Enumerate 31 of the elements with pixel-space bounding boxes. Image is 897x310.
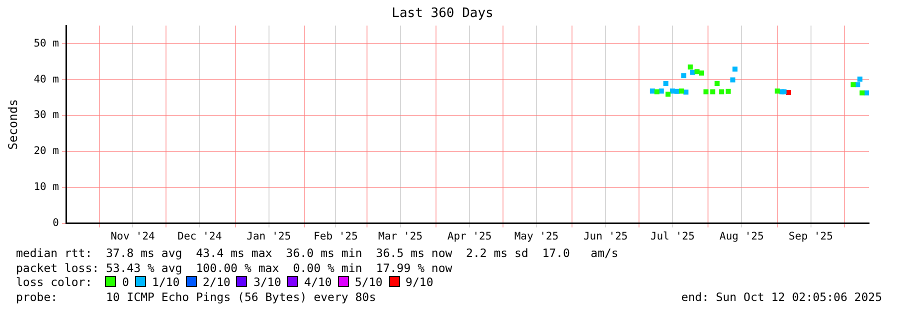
y-tick-label: 20 m (34, 145, 59, 158)
legend-label: 3/10 (253, 275, 282, 289)
x-tick-label: Jun '25 (583, 230, 628, 242)
text: end: Sun Oct 12 02:05:06 2025 (681, 290, 882, 304)
y-tick-label: 50 m (34, 37, 59, 50)
legend-label: 2/10 (202, 275, 230, 289)
y-tick-label: 30 m (34, 109, 59, 122)
x-tick-label: Feb '25 (314, 230, 358, 242)
text: median rtt: 37.8 ms avg 43.4 ms max 36.0 ms min 36.5 ms now 2.2 ms sd 17.0 am/s (16, 246, 618, 260)
legend-label: 9/10 (406, 275, 434, 289)
y-tick-label: 40 m (34, 73, 59, 86)
x-tick-label: Jan '25 (246, 230, 291, 242)
x-tick-label: Jul '25 (650, 230, 695, 242)
x-tick-label: Apr '25 (447, 230, 492, 242)
legend-label: 5/10 (354, 275, 383, 289)
text: packet loss: 53.43 % avg 100.00 % max 0.00 % min 17.99 % now (16, 260, 452, 275)
x-tick-label: Sep '25 (788, 230, 833, 242)
legend-label: 1/10 (152, 275, 180, 289)
text: probe: 10 ICMP Echo Pings (56 Bytes) every 80s (16, 290, 376, 304)
legend-label: 0 (122, 275, 130, 289)
x-tick-label: Aug '25 (720, 230, 764, 242)
x-tick-label: May '25 (514, 230, 559, 242)
x-tick-label: Nov '24 (110, 230, 155, 242)
legend-label: 4/10 (304, 275, 332, 289)
y-tick-label: 0 (52, 217, 59, 230)
chart-title: Last 360 Days (392, 6, 494, 22)
y-axis-title: Seconds (6, 99, 20, 150)
x-tick-label: Mar '25 (378, 230, 423, 242)
legend-title: loss color: (16, 275, 92, 289)
y-tick-label: 10 m (34, 181, 59, 194)
x-tick-label: Dec '24 (178, 230, 222, 242)
